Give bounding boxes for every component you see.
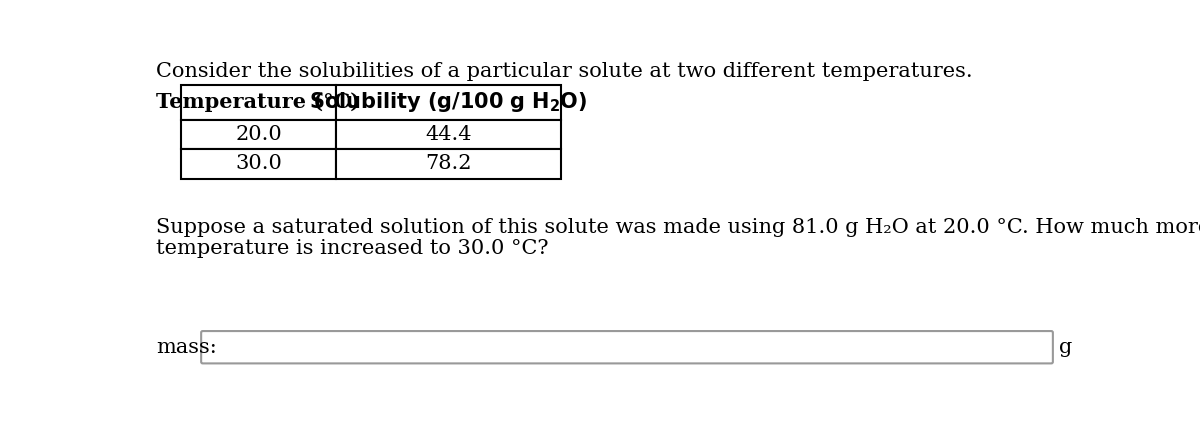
Text: temperature is increased to 30.0 °C?: temperature is increased to 30.0 °C?: [156, 239, 548, 259]
Bar: [181, 120, 336, 150]
Bar: [336, 120, 560, 150]
Text: Temperature (°C): Temperature (°C): [156, 92, 360, 112]
Text: Suppose a saturated solution of this solute was made using 81.0 g H₂O at 20.0 °C: Suppose a saturated solution of this sol…: [156, 218, 1200, 237]
Bar: [336, 150, 560, 179]
Text: $\mathbf{Solubility\ (g/100\ g\ H_2O)}$: $\mathbf{Solubility\ (g/100\ g\ H_2O)}$: [310, 90, 588, 114]
Text: 44.4: 44.4: [425, 125, 472, 144]
Text: Consider the solubilities of a particular solute at two different temperatures.: Consider the solubilities of a particula…: [156, 61, 973, 81]
Text: 20.0: 20.0: [235, 125, 282, 144]
Text: 30.0: 30.0: [235, 154, 282, 174]
Bar: [181, 150, 336, 179]
FancyBboxPatch shape: [202, 331, 1052, 363]
Bar: [336, 85, 560, 120]
Text: mass:: mass:: [156, 338, 217, 357]
Text: g: g: [1060, 338, 1073, 357]
Text: 78.2: 78.2: [425, 154, 472, 174]
Bar: [181, 85, 336, 120]
